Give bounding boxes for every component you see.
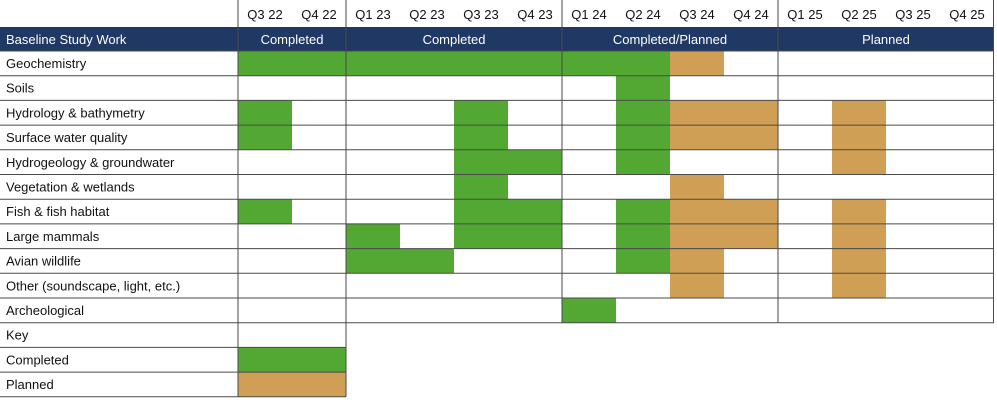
header-group-label: Planned [862, 32, 910, 47]
row-label: Hydrogeology & groundwater [6, 155, 175, 170]
key-swatch-completed [238, 347, 346, 373]
row-label: Geochemistry [6, 56, 87, 71]
quarter-label: Q2 25 [841, 7, 876, 22]
planned-cell [832, 248, 886, 274]
planned-cell [670, 100, 724, 126]
completed-cell [454, 125, 508, 150]
quarter-label: Q2 23 [409, 7, 444, 22]
completed-cell [238, 100, 292, 126]
planned-cell [670, 51, 724, 76]
quarter-label: Q4 24 [733, 7, 768, 22]
completed-cell [616, 125, 670, 150]
quarter-label: Q4 22 [301, 7, 336, 22]
quarter-label: Q3 23 [463, 7, 498, 22]
key-title: Key [6, 328, 29, 343]
row-label: Soils [6, 81, 35, 96]
header-group-label: Completed [261, 32, 324, 47]
planned-cell [832, 199, 886, 224]
planned-cell [724, 100, 778, 126]
row-label: Other (soundscape, light, etc.) [6, 278, 180, 293]
completed-cell [238, 125, 292, 150]
quarter-label: Q1 23 [355, 7, 390, 22]
row-label: Large mammals [6, 229, 100, 244]
row-label: Fish & fish habitat [6, 204, 110, 219]
planned-cell [724, 223, 778, 249]
row-label: Vegetation & wetlands [6, 180, 135, 195]
planned-cell [670, 125, 724, 150]
completed-cell [616, 149, 670, 175]
completed-cell [454, 199, 508, 224]
quarter-label: Q2 24 [625, 7, 660, 22]
completed-cell [238, 199, 292, 224]
completed-cell [616, 100, 670, 126]
completed-cell [346, 223, 400, 249]
key-swatch-planned [238, 372, 346, 397]
quarter-label: Q3 24 [679, 7, 714, 22]
row-label: Hydrology & bathymetry [6, 105, 145, 120]
row-label: Surface water quality [6, 130, 128, 145]
completed-cell [616, 51, 670, 76]
completed-cell [454, 149, 508, 175]
completed-cell [508, 199, 562, 224]
completed-cell [346, 51, 400, 76]
completed-cell [562, 51, 616, 76]
planned-cell [832, 273, 886, 298]
completed-cell [238, 51, 292, 76]
planned-cell [724, 199, 778, 224]
planned-cell [832, 149, 886, 175]
completed-cell [400, 248, 454, 274]
row-label: Archeological [6, 303, 84, 318]
completed-cell [292, 51, 346, 76]
planned-cell [670, 199, 724, 224]
quarter-label: Q1 25 [787, 7, 822, 22]
planned-cell [670, 174, 724, 200]
row-label: Avian wildlife [6, 254, 81, 269]
completed-cell [508, 223, 562, 249]
completed-cell [616, 223, 670, 249]
header-title: Baseline Study Work [6, 32, 127, 47]
completed-cell [616, 248, 670, 274]
completed-cell [454, 174, 508, 200]
planned-cell [670, 248, 724, 274]
completed-cell [454, 223, 508, 249]
quarter-label: Q3 25 [895, 7, 930, 22]
key-label: Completed [6, 352, 69, 367]
planned-cell [670, 273, 724, 298]
completed-cell [562, 298, 616, 323]
completed-cell [616, 199, 670, 224]
completed-cell [400, 51, 454, 76]
quarter-label: Q3 22 [247, 7, 282, 22]
key-label: Planned [6, 377, 54, 392]
header-group-label: Completed/Planned [613, 32, 727, 47]
quarter-label: Q4 25 [949, 7, 984, 22]
completed-cell [508, 149, 562, 175]
completed-cell [616, 75, 670, 101]
planned-cell [832, 100, 886, 126]
header-bar [0, 27, 994, 51]
completed-cell [508, 51, 562, 76]
quarter-label: Q4 23 [517, 7, 552, 22]
planned-cell [832, 223, 886, 249]
quarter-label: Q1 24 [571, 7, 606, 22]
planned-cell [670, 223, 724, 249]
planned-cell [724, 125, 778, 150]
completed-cell [346, 248, 400, 274]
header-group-label: Completed [423, 32, 486, 47]
completed-cell [454, 100, 508, 126]
completed-cell [454, 51, 508, 76]
planned-cell [832, 125, 886, 150]
